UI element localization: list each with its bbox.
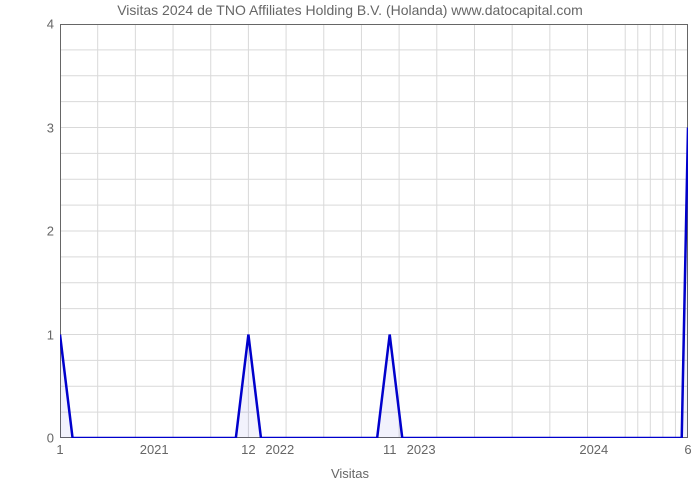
x-axis-label: Visitas bbox=[331, 466, 369, 481]
chart-container: Visitas 2024 de TNO Affiliates Holding B… bbox=[0, 0, 700, 500]
x-point-label: 6 bbox=[684, 438, 691, 457]
chart-title: Visitas 2024 de TNO Affiliates Holding B… bbox=[0, 2, 700, 18]
x-year-label: 2023 bbox=[407, 442, 436, 457]
x-point-label: 11 bbox=[383, 438, 397, 457]
plot-area: 012341121162021202220232024 bbox=[60, 24, 688, 438]
x-year-label: 2022 bbox=[265, 442, 294, 457]
y-tick-label: 1 bbox=[4, 327, 60, 342]
y-tick-label: 4 bbox=[4, 17, 60, 32]
y-tick-label: 0 bbox=[4, 431, 60, 446]
x-point-label: 12 bbox=[241, 438, 255, 457]
y-tick-label: 3 bbox=[4, 120, 60, 135]
y-tick-label: 2 bbox=[4, 224, 60, 239]
x-year-label: 2024 bbox=[579, 442, 608, 457]
plot-svg bbox=[60, 24, 688, 438]
x-point-label: 1 bbox=[56, 438, 63, 457]
x-year-label: 2021 bbox=[140, 442, 169, 457]
